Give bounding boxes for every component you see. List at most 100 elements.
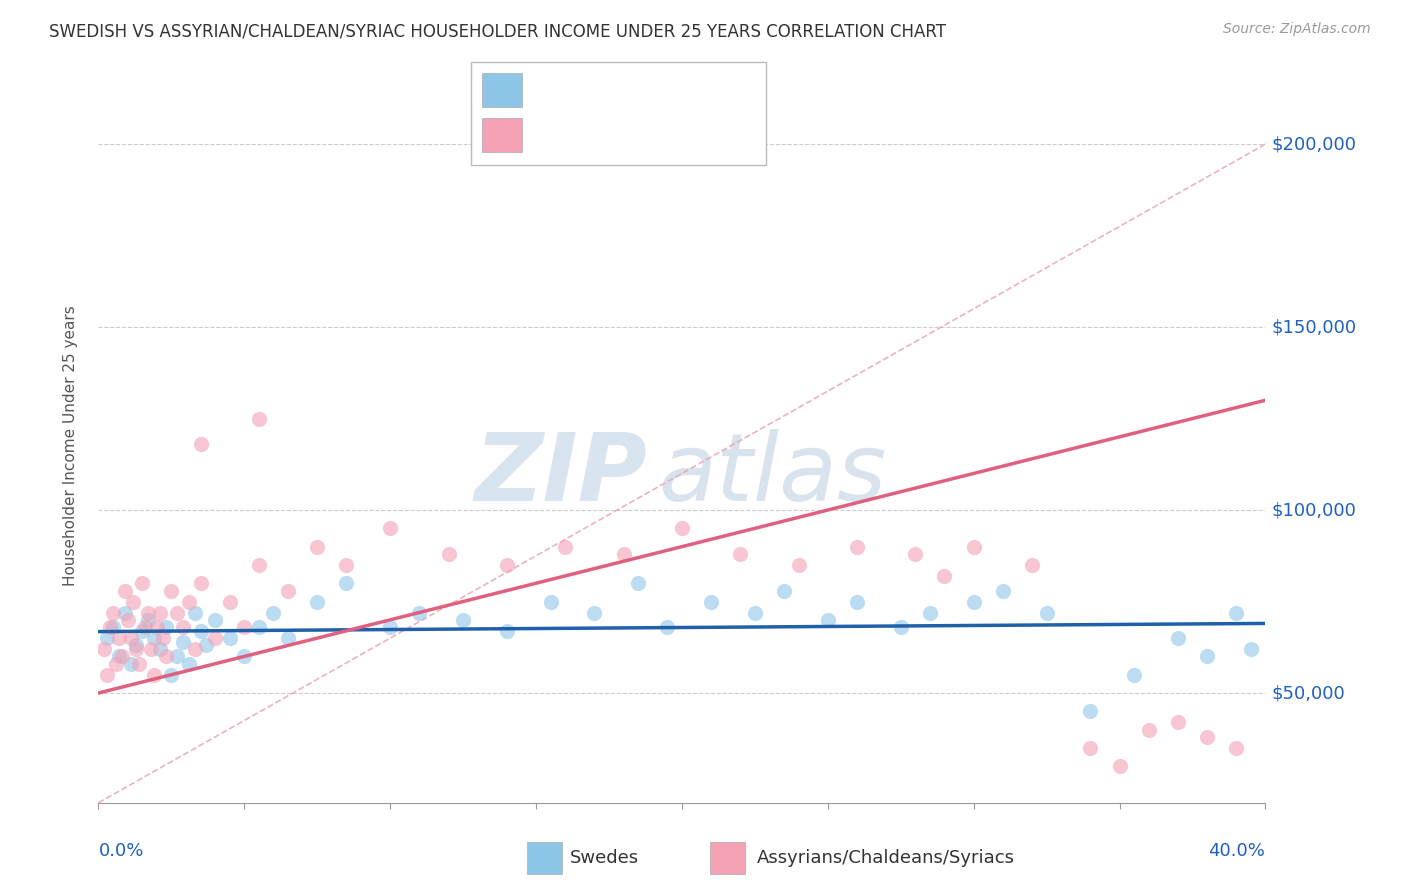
Point [1137, 723, 1160, 737]
Text: N =: N = [631, 125, 675, 145]
Point [1021, 558, 1043, 572]
Point [247, 411, 270, 425]
Point [277, 583, 299, 598]
Point [120, 657, 142, 671]
Point [233, 649, 256, 664]
Point [307, 540, 329, 554]
Point [962, 594, 984, 608]
Text: 0.116: 0.116 [569, 80, 626, 100]
Point [125, 642, 148, 657]
Point [177, 594, 200, 608]
Text: SWEDISH VS ASSYRIAN/CHALDEAN/SYRIAC HOUSEHOLDER INCOME UNDER 25 YEARS CORRELATIO: SWEDISH VS ASSYRIAN/CHALDEAN/SYRIAC HOUS… [49, 22, 946, 40]
Point [918, 606, 941, 620]
Point [190, 624, 212, 638]
Text: R =: R = [530, 80, 572, 100]
Point [846, 540, 869, 554]
Point [120, 631, 142, 645]
Point [657, 620, 679, 634]
Point [1080, 704, 1102, 718]
Y-axis label: Householder Income Under 25 years: Householder Income Under 25 years [63, 306, 77, 586]
Point [218, 594, 240, 608]
Text: R =: R = [530, 125, 572, 145]
Point [991, 583, 1014, 598]
Text: 54: 54 [668, 125, 693, 145]
Point [101, 620, 124, 634]
Point [111, 649, 134, 664]
Text: Source: ZipAtlas.com: Source: ZipAtlas.com [1223, 22, 1371, 37]
Point [962, 540, 984, 554]
Point [744, 606, 766, 620]
Point [846, 594, 869, 608]
Point [142, 631, 165, 645]
Point [122, 594, 145, 608]
Point [380, 521, 402, 535]
Point [380, 620, 402, 634]
Point [496, 624, 519, 638]
Point [149, 642, 172, 657]
Point [613, 547, 636, 561]
Text: 50: 50 [668, 80, 693, 100]
Point [1225, 740, 1247, 755]
Text: 0.428: 0.428 [569, 125, 626, 145]
Point [218, 631, 240, 645]
Point [149, 606, 172, 620]
Text: $150,000: $150,000 [1271, 318, 1357, 336]
Point [160, 583, 183, 598]
Point [817, 613, 839, 627]
Point [671, 521, 693, 535]
Point [1080, 740, 1102, 755]
Point [142, 667, 165, 681]
Point [247, 620, 270, 634]
Point [451, 613, 474, 627]
Point [263, 606, 285, 620]
Text: $200,000: $200,000 [1271, 135, 1357, 153]
Point [96, 631, 118, 645]
Point [134, 620, 156, 634]
Point [540, 594, 562, 608]
Point [128, 657, 150, 671]
Point [139, 642, 162, 657]
Point [131, 576, 153, 591]
Point [890, 620, 912, 634]
Point [146, 620, 169, 634]
Point [554, 540, 576, 554]
Point [233, 620, 256, 634]
Point [730, 547, 752, 561]
Point [277, 631, 299, 645]
Point [114, 606, 136, 620]
Point [335, 576, 357, 591]
Point [155, 649, 177, 664]
Point [101, 606, 124, 620]
Point [117, 613, 139, 627]
Point [1108, 759, 1130, 773]
Point [125, 639, 148, 653]
Point [583, 606, 606, 620]
Point [190, 576, 212, 591]
Point [183, 606, 205, 620]
Point [131, 624, 153, 638]
Point [93, 642, 115, 657]
Point [104, 657, 127, 671]
Point [190, 437, 212, 451]
Point [1035, 606, 1057, 620]
Point [96, 667, 118, 681]
Point [183, 642, 205, 657]
Point [1240, 642, 1263, 657]
Point [152, 631, 174, 645]
Point [204, 613, 226, 627]
Point [247, 558, 270, 572]
Text: 40.0%: 40.0% [1209, 842, 1265, 860]
Text: ZIP: ZIP [474, 428, 647, 521]
Point [904, 547, 927, 561]
Point [195, 639, 218, 653]
Point [1197, 649, 1219, 664]
Point [177, 657, 200, 671]
Point [136, 606, 159, 620]
Point [934, 569, 956, 583]
Point [136, 613, 159, 627]
Point [1167, 715, 1189, 730]
Point [1167, 631, 1189, 645]
Point [437, 547, 460, 561]
Text: Swedes: Swedes [569, 849, 638, 867]
Point [408, 606, 430, 620]
